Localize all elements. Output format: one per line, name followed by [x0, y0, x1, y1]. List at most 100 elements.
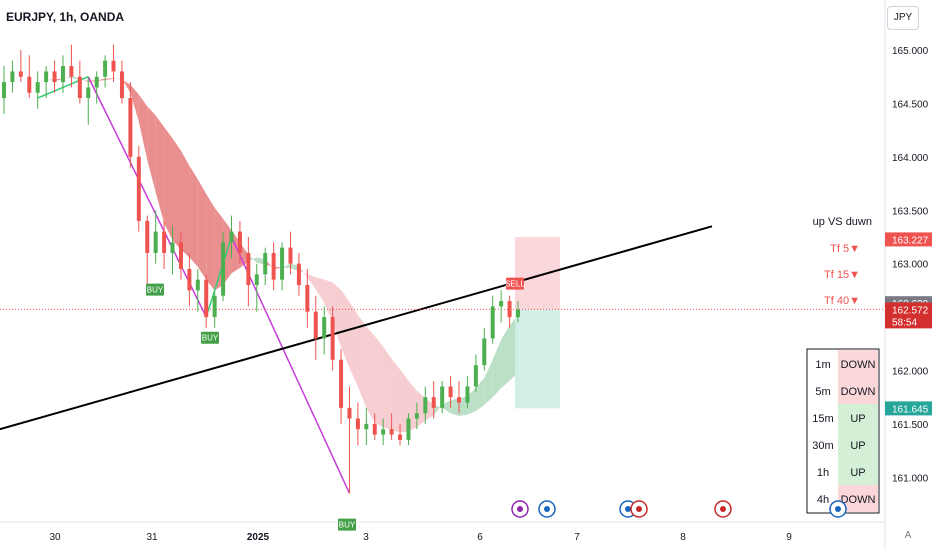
legend-row: Tf 15▼	[824, 269, 860, 281]
status-label: UP	[850, 440, 865, 452]
cloud-segment	[375, 336, 383, 427]
event-marker-dot	[636, 506, 642, 512]
candle-body	[516, 310, 520, 317]
candle-body	[86, 87, 90, 98]
auto-scale-button[interactable]: A	[900, 528, 916, 544]
x-tick-label: 2025	[247, 532, 270, 543]
candle-body	[112, 61, 116, 72]
cloud-segment	[189, 166, 197, 267]
stop-loss-zone	[515, 237, 560, 309]
event-marker-dot	[625, 506, 631, 512]
candle-body	[137, 157, 141, 221]
symbol-title: EURJPY, 1h, OANDA	[6, 10, 124, 24]
cloud-segment	[181, 151, 189, 257]
candle-body	[53, 71, 57, 82]
cloud-segment	[392, 359, 400, 433]
candle-body	[406, 419, 410, 440]
candle-body	[390, 429, 394, 434]
candle-body	[230, 232, 234, 243]
candle-body	[491, 306, 495, 338]
signal-label: BUY	[202, 334, 219, 343]
candle-body	[280, 248, 284, 280]
candle-body	[449, 386, 453, 397]
x-tick-label: 7	[574, 532, 580, 543]
candle-body	[440, 386, 444, 407]
candle-body	[255, 274, 259, 285]
take-profit-zone	[515, 309, 560, 408]
candle-body	[95, 77, 99, 88]
y-tick-label: 161.000	[892, 473, 929, 484]
legend-row: Tf 40▼	[824, 295, 860, 307]
candle-body	[204, 280, 208, 317]
candle-body	[482, 338, 486, 365]
y-tick-label: 165.000	[892, 46, 929, 57]
price-badge-countdown: 58:54	[892, 317, 917, 328]
cloud-segment	[366, 326, 374, 422]
candle-body	[179, 242, 183, 269]
candle-body	[364, 424, 368, 429]
candle-body	[288, 248, 292, 264]
candle-body	[398, 435, 402, 440]
candle-body	[61, 66, 65, 82]
timeframe-label: 15m	[812, 413, 833, 425]
y-tick-label: 162.000	[892, 366, 929, 377]
candle-body	[423, 397, 427, 413]
cloud-segment	[164, 127, 172, 240]
y-tick-label: 163.500	[892, 206, 929, 217]
candle-body	[508, 301, 512, 317]
signal-label: BUY	[147, 286, 164, 295]
y-tick-label: 161.500	[892, 420, 929, 431]
status-label: UP	[850, 467, 865, 479]
candle-body	[69, 66, 73, 77]
candle-body	[381, 429, 385, 434]
status-label: DOWN	[841, 386, 876, 398]
candle-body	[339, 360, 343, 408]
price-badge-label: 162.572	[892, 305, 929, 316]
candle-body	[196, 280, 200, 291]
signal-label: SELL	[505, 280, 525, 289]
cloud-segment	[173, 138, 181, 249]
candle-body	[120, 71, 124, 98]
currency-selector[interactable]: JPY	[887, 6, 919, 30]
candle-body	[213, 296, 217, 317]
legend-title: up VS duwn	[813, 216, 872, 228]
candle-body	[44, 71, 48, 82]
candle-body	[145, 221, 149, 253]
status-label: UP	[850, 413, 865, 425]
timeframe-label: 5m	[815, 386, 830, 398]
signal-label: BUY	[339, 521, 356, 530]
event-marker-dot	[835, 506, 841, 512]
x-tick-label: 31	[146, 532, 158, 543]
event-marker-dot	[544, 506, 550, 512]
candle-body	[331, 317, 335, 360]
price-badge-label: 161.645	[892, 404, 929, 415]
x-tick-label: 6	[477, 532, 483, 543]
candle-body	[27, 77, 31, 93]
x-tick-label: 9	[786, 532, 792, 543]
cloud-segment	[198, 179, 206, 279]
candle-body	[373, 424, 377, 435]
x-tick-label: 30	[49, 532, 61, 543]
candle-body	[162, 232, 166, 253]
y-tick-label: 164.500	[892, 99, 929, 110]
timeframe-label: 30m	[812, 440, 833, 452]
status-label: DOWN	[841, 494, 876, 506]
candle-body	[19, 71, 23, 76]
timeframe-label: 1h	[817, 467, 829, 479]
candle-body	[238, 232, 242, 253]
legend-row: Tf 5▼	[830, 243, 860, 255]
timeframe-label: 1m	[815, 359, 830, 371]
candle-body	[457, 397, 461, 402]
candle-body	[128, 98, 132, 157]
candle-body	[465, 386, 469, 402]
event-marker-dot	[517, 506, 523, 512]
candle-body	[297, 264, 301, 285]
candle-body	[415, 413, 419, 418]
candle-body	[171, 242, 175, 253]
price-badge-label: 163.227	[892, 235, 929, 246]
x-tick-label: 3	[363, 532, 369, 543]
